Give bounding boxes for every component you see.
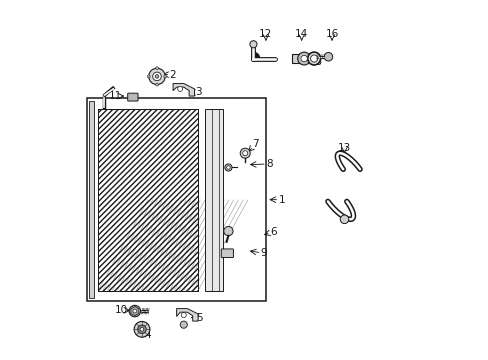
Text: 3: 3 [194, 87, 201, 98]
Circle shape [310, 55, 317, 62]
Text: 16: 16 [325, 28, 338, 39]
Text: 7: 7 [251, 139, 258, 149]
Text: 5: 5 [196, 312, 203, 323]
Circle shape [147, 75, 150, 78]
Circle shape [163, 75, 166, 78]
Text: 8: 8 [265, 159, 272, 169]
Bar [205, 109, 223, 291]
Text: 2: 2 [169, 69, 176, 80]
Circle shape [181, 312, 186, 318]
Text: 14: 14 [294, 28, 307, 39]
Text: 6: 6 [269, 227, 276, 237]
Circle shape [324, 53, 332, 61]
Circle shape [177, 86, 183, 91]
Circle shape [226, 166, 230, 169]
Circle shape [249, 41, 257, 48]
Circle shape [300, 55, 307, 62]
Text: 10: 10 [115, 305, 127, 315]
Circle shape [133, 309, 136, 313]
Circle shape [297, 52, 310, 65]
Polygon shape [173, 84, 194, 96]
Text: 9: 9 [260, 248, 267, 258]
Circle shape [155, 67, 158, 69]
Text: 4: 4 [144, 330, 151, 341]
FancyBboxPatch shape [127, 93, 138, 101]
Circle shape [129, 305, 140, 317]
Bar [89, 102, 94, 298]
Bar [98, 109, 198, 291]
Text: 12: 12 [259, 28, 272, 39]
Text: 15: 15 [309, 57, 322, 67]
Circle shape [134, 321, 149, 337]
Circle shape [140, 328, 143, 331]
Polygon shape [176, 309, 198, 321]
Text: 11: 11 [109, 91, 122, 101]
Bar [87, 98, 265, 301]
Circle shape [155, 75, 159, 78]
Circle shape [242, 151, 247, 156]
Text: 13: 13 [337, 143, 350, 153]
Circle shape [307, 52, 320, 65]
Circle shape [180, 321, 187, 328]
Circle shape [152, 72, 161, 81]
FancyBboxPatch shape [221, 249, 233, 257]
Bar [98, 109, 198, 291]
Polygon shape [131, 306, 139, 316]
Circle shape [155, 83, 158, 86]
Circle shape [340, 215, 348, 224]
Circle shape [224, 226, 233, 236]
Circle shape [224, 164, 231, 171]
Text: 1: 1 [278, 195, 285, 204]
Bar [291, 54, 302, 63]
Circle shape [138, 325, 146, 334]
Circle shape [240, 148, 250, 158]
Circle shape [148, 68, 165, 85]
